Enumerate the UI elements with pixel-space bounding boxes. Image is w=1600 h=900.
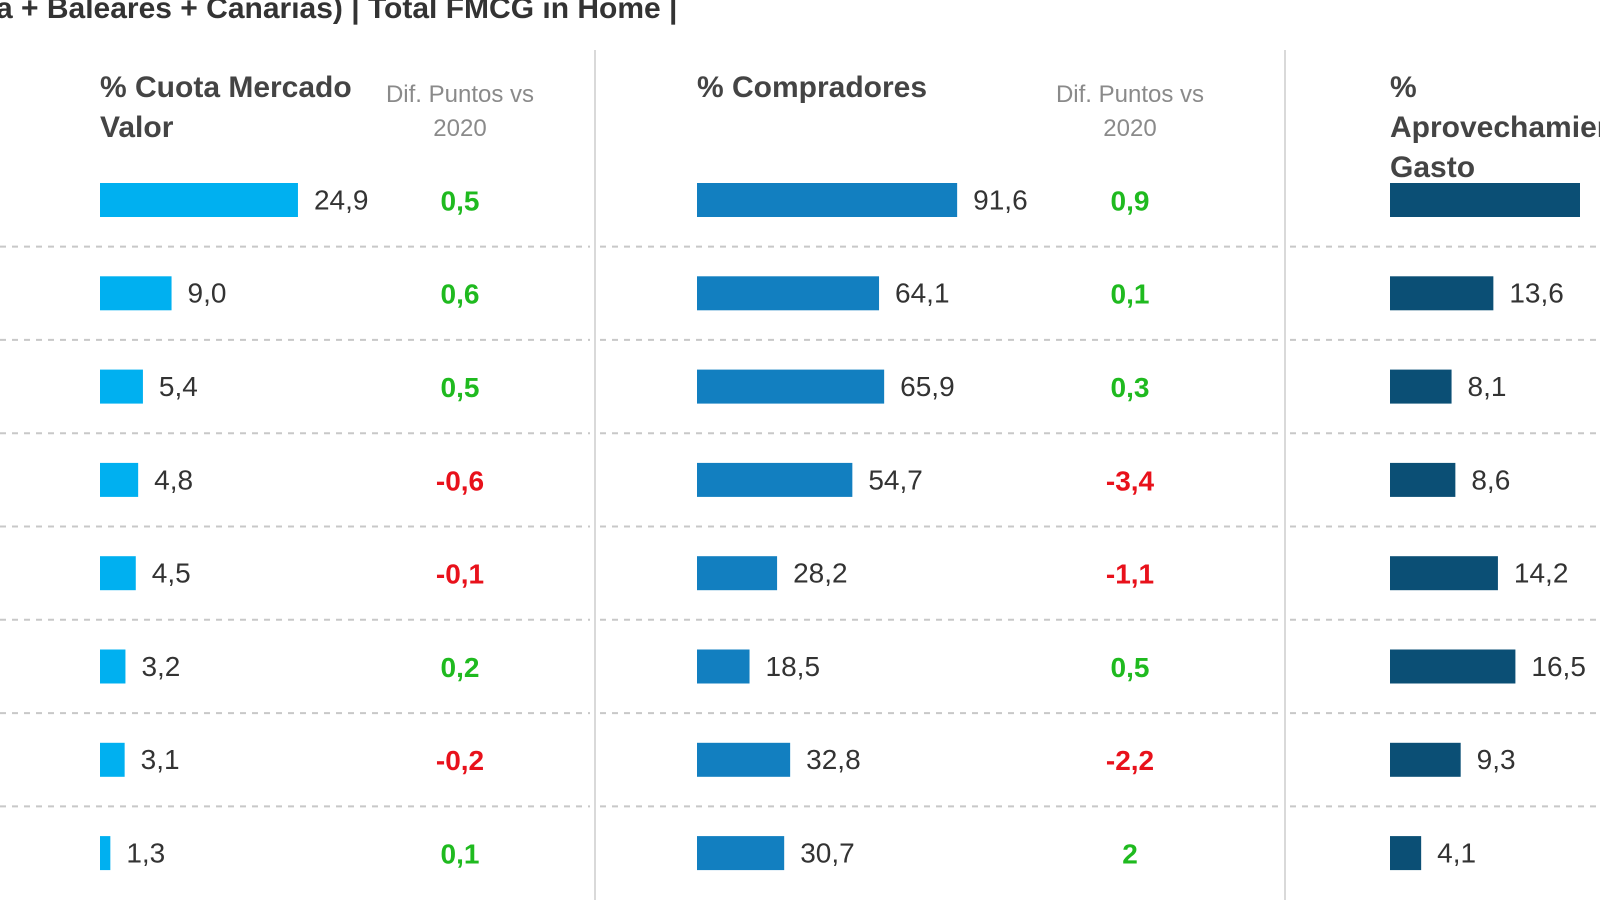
value-label: 1,3	[126, 837, 165, 868]
bar	[100, 183, 298, 217]
diff-label: 0,5	[441, 372, 480, 403]
bar	[1390, 276, 1494, 311]
value-label: 16,5	[1531, 651, 1586, 682]
panel-title: % Compradores	[697, 71, 928, 104]
diff-label: 0,1	[1111, 279, 1150, 310]
value-label: 30,7	[800, 837, 855, 868]
value-label: 64,1	[895, 278, 950, 309]
value-label: 4,8	[154, 464, 193, 495]
panel-title: % Aprovechamiento Gasto	[1390, 71, 1600, 184]
diff-label: -3,4	[1106, 465, 1155, 496]
bar	[1390, 462, 1456, 497]
value-label: 4,1	[1437, 837, 1476, 868]
value-label: 24,9	[314, 184, 369, 215]
value-label: 9,0	[188, 278, 227, 309]
value-label: 8,1	[1468, 371, 1507, 402]
panel-title: % Cuota Mercado Valor	[100, 71, 352, 144]
bar	[697, 276, 880, 311]
bar	[1390, 742, 1461, 777]
value-label: 5,4	[159, 371, 198, 402]
diff-label: -2,2	[1106, 745, 1154, 776]
bar	[1390, 649, 1516, 684]
bar	[100, 836, 111, 871]
bar	[100, 462, 139, 497]
bar	[697, 836, 785, 871]
diff-label: 0,9	[1111, 185, 1150, 216]
value-label: 8,6	[1471, 464, 1510, 495]
diff-label: -0,1	[436, 559, 484, 590]
value-label: 14,2	[1514, 558, 1569, 589]
bar	[697, 742, 791, 777]
value-label: 13,6	[1509, 278, 1564, 309]
diff-label: 2	[1122, 838, 1138, 869]
bar	[1390, 556, 1498, 591]
bar	[697, 462, 853, 497]
bar	[697, 556, 778, 591]
value-label: 65,9	[900, 371, 955, 402]
value-label: 3,1	[141, 744, 180, 775]
bar	[100, 276, 172, 311]
bar	[100, 556, 136, 591]
value-label: 28,2	[793, 558, 848, 589]
diff-label: 0,5	[1111, 652, 1150, 683]
bar	[697, 649, 750, 684]
value-label: 4,5	[152, 558, 191, 589]
diff-label: -0,6	[436, 465, 484, 496]
diff-label: 0,6	[441, 279, 480, 310]
diff-label: 0,5	[441, 185, 480, 216]
diff-label: 0,3	[1111, 372, 1150, 403]
bar	[1390, 183, 1580, 217]
bar	[697, 183, 958, 217]
bar	[100, 742, 125, 777]
diff-label: -1,1	[1106, 559, 1154, 590]
value-label: 54,7	[868, 464, 923, 495]
value-label: 3,2	[141, 651, 180, 682]
diff-label: 0,1	[441, 838, 480, 869]
diff-label: -0,2	[436, 745, 484, 776]
bar	[1390, 369, 1452, 404]
value-label: 91,6	[973, 184, 1028, 215]
bar	[100, 649, 126, 684]
diff-title: Dif. Puntos vs 2020	[385, 81, 535, 142]
bar	[697, 369, 885, 404]
value-label: 32,8	[806, 744, 861, 775]
bar	[1390, 836, 1422, 871]
value-label: 9,3	[1477, 744, 1516, 775]
bar	[100, 369, 143, 404]
diff-title: Dif. Puntos vs 2020	[1055, 81, 1205, 142]
page-title: a + Baleares + Canarias) | Total FMCG in…	[0, 0, 678, 25]
diff-label: 0,2	[441, 652, 480, 683]
value-label: 18,5	[766, 651, 821, 682]
